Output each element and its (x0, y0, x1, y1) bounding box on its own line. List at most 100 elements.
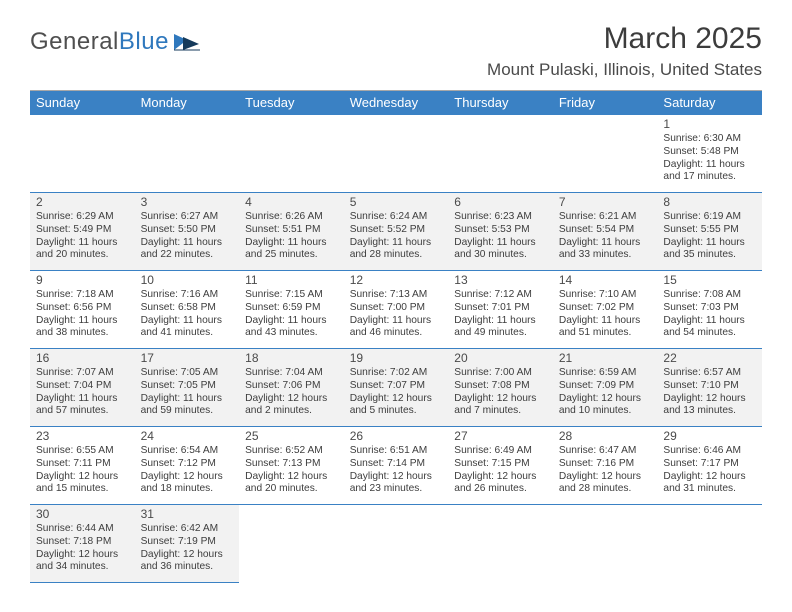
daylight-text: Daylight: 12 hours and 23 minutes. (350, 471, 445, 497)
calendar-cell: 14Sunrise: 7:10 AMSunset: 7:02 PMDayligh… (553, 271, 658, 349)
sunrise-text: Sunrise: 6:42 AM (141, 523, 236, 536)
daylight-text: Daylight: 12 hours and 13 minutes. (663, 393, 758, 419)
calendar-cell: 31Sunrise: 6:42 AMSunset: 7:19 PMDayligh… (135, 505, 240, 583)
brand-blue: Blue (119, 28, 169, 55)
day-number: 28 (559, 429, 654, 444)
sunrise-text: Sunrise: 6:57 AM (663, 367, 758, 380)
sunset-text: Sunset: 5:54 PM (559, 224, 654, 237)
title-block: March 2025 Mount Pulaski, Illinois, Unit… (487, 22, 762, 80)
page-title: March 2025 (487, 22, 762, 56)
day-number: 16 (36, 351, 131, 366)
calendar-cell: 27Sunrise: 6:49 AMSunset: 7:15 PMDayligh… (448, 427, 553, 505)
sunrise-text: Sunrise: 7:08 AM (663, 289, 758, 302)
sunrise-text: Sunrise: 6:19 AM (663, 211, 758, 224)
day-number: 6 (454, 195, 549, 210)
header-bar: GeneralBlue March 2025 Mount Pulaski, Il… (30, 22, 762, 80)
day-number: 30 (36, 507, 131, 522)
calendar-cell: 23Sunrise: 6:55 AMSunset: 7:11 PMDayligh… (30, 427, 135, 505)
calendar-cell (553, 115, 658, 193)
calendar-cell: 15Sunrise: 7:08 AMSunset: 7:03 PMDayligh… (657, 271, 762, 349)
sunset-text: Sunset: 5:48 PM (663, 146, 758, 159)
calendar-cell: 26Sunrise: 6:51 AMSunset: 7:14 PMDayligh… (344, 427, 449, 505)
sunrise-text: Sunrise: 7:07 AM (36, 367, 131, 380)
calendar-cell: 21Sunrise: 6:59 AMSunset: 7:09 PMDayligh… (553, 349, 658, 427)
dow-sunday: Sunday (30, 91, 135, 115)
calendar-cell (553, 505, 658, 583)
day-number: 10 (141, 273, 236, 288)
brand-general: General (30, 28, 119, 55)
sunset-text: Sunset: 7:17 PM (663, 458, 758, 471)
daylight-text: Daylight: 11 hours and 54 minutes. (663, 315, 758, 341)
calendar-cell: 17Sunrise: 7:05 AMSunset: 7:05 PMDayligh… (135, 349, 240, 427)
sunset-text: Sunset: 5:49 PM (36, 224, 131, 237)
day-number: 31 (141, 507, 236, 522)
daylight-text: Daylight: 11 hours and 38 minutes. (36, 315, 131, 341)
calendar-cell: 1Sunrise: 6:30 AMSunset: 5:48 PMDaylight… (657, 115, 762, 193)
sunrise-text: Sunrise: 7:18 AM (36, 289, 131, 302)
daylight-text: Daylight: 11 hours and 43 minutes. (245, 315, 340, 341)
sunset-text: Sunset: 7:00 PM (350, 302, 445, 315)
sunset-text: Sunset: 7:09 PM (559, 380, 654, 393)
calendar-cell: 20Sunrise: 7:00 AMSunset: 7:08 PMDayligh… (448, 349, 553, 427)
calendar-cell: 3Sunrise: 6:27 AMSunset: 5:50 PMDaylight… (135, 193, 240, 271)
day-number: 5 (350, 195, 445, 210)
calendar-cell: 5Sunrise: 6:24 AMSunset: 5:52 PMDaylight… (344, 193, 449, 271)
daylight-text: Daylight: 12 hours and 7 minutes. (454, 393, 549, 419)
sunrise-text: Sunrise: 6:44 AM (36, 523, 131, 536)
sunset-text: Sunset: 7:06 PM (245, 380, 340, 393)
sunset-text: Sunset: 7:04 PM (36, 380, 131, 393)
sunset-text: Sunset: 7:10 PM (663, 380, 758, 393)
sunrise-text: Sunrise: 6:59 AM (559, 367, 654, 380)
calendar-cell: 10Sunrise: 7:16 AMSunset: 6:58 PMDayligh… (135, 271, 240, 349)
sunset-text: Sunset: 7:03 PM (663, 302, 758, 315)
sunrise-text: Sunrise: 6:27 AM (141, 211, 236, 224)
location-label: Mount Pulaski, Illinois, United States (487, 60, 762, 80)
calendar-cell: 8Sunrise: 6:19 AMSunset: 5:55 PMDaylight… (657, 193, 762, 271)
daylight-text: Daylight: 12 hours and 26 minutes. (454, 471, 549, 497)
daylight-text: Daylight: 11 hours and 41 minutes. (141, 315, 236, 341)
sunrise-text: Sunrise: 6:46 AM (663, 445, 758, 458)
sunset-text: Sunset: 5:53 PM (454, 224, 549, 237)
daylight-text: Daylight: 12 hours and 15 minutes. (36, 471, 131, 497)
day-number: 18 (245, 351, 340, 366)
day-number: 15 (663, 273, 758, 288)
daylight-text: Daylight: 11 hours and 35 minutes. (663, 237, 758, 263)
sunrise-text: Sunrise: 6:54 AM (141, 445, 236, 458)
brand-logo: GeneralBlue (30, 22, 201, 56)
calendar-cell: 12Sunrise: 7:13 AMSunset: 7:00 PMDayligh… (344, 271, 449, 349)
calendar-cell (30, 115, 135, 193)
sunset-text: Sunset: 7:11 PM (36, 458, 131, 471)
sunset-text: Sunset: 5:51 PM (245, 224, 340, 237)
sunrise-text: Sunrise: 6:23 AM (454, 211, 549, 224)
calendar-cell (344, 115, 449, 193)
day-number: 17 (141, 351, 236, 366)
day-number: 11 (245, 273, 340, 288)
day-number: 1 (663, 117, 758, 132)
day-number: 19 (350, 351, 445, 366)
daylight-text: Daylight: 11 hours and 28 minutes. (350, 237, 445, 263)
day-number: 22 (663, 351, 758, 366)
calendar-cell: 25Sunrise: 6:52 AMSunset: 7:13 PMDayligh… (239, 427, 344, 505)
calendar-grid: 1Sunrise: 6:30 AMSunset: 5:48 PM Daylight… (30, 115, 762, 583)
day-number: 9 (36, 273, 131, 288)
sunset-text: Sunset: 7:18 PM (36, 536, 131, 549)
dow-wednesday: Wednesday (344, 91, 449, 115)
daylight-text: Daylight: 11 hours and 57 minutes. (36, 393, 131, 419)
dow-header-row: Sunday Monday Tuesday Wednesday Thursday… (30, 91, 762, 115)
calendar-cell: 4Sunrise: 6:26 AMSunset: 5:51 PMDaylight… (239, 193, 344, 271)
dow-monday: Monday (135, 91, 240, 115)
day-number: 13 (454, 273, 549, 288)
calendar-cell: 2Sunrise: 6:29 AMSunset: 5:49 PMDaylight… (30, 193, 135, 271)
day-number: 12 (350, 273, 445, 288)
sunrise-text: Sunrise: 6:30 AM (663, 133, 758, 146)
day-number: 24 (141, 429, 236, 444)
sunset-text: Sunset: 6:58 PM (141, 302, 236, 315)
sunset-text: Sunset: 5:55 PM (663, 224, 758, 237)
dow-saturday: Saturday (657, 91, 762, 115)
sunset-text: Sunset: 7:01 PM (454, 302, 549, 315)
day-number: 25 (245, 429, 340, 444)
sunrise-text: Sunrise: 6:47 AM (559, 445, 654, 458)
day-number: 2 (36, 195, 131, 210)
sunrise-text: Sunrise: 7:00 AM (454, 367, 549, 380)
sunset-text: Sunset: 7:12 PM (141, 458, 236, 471)
